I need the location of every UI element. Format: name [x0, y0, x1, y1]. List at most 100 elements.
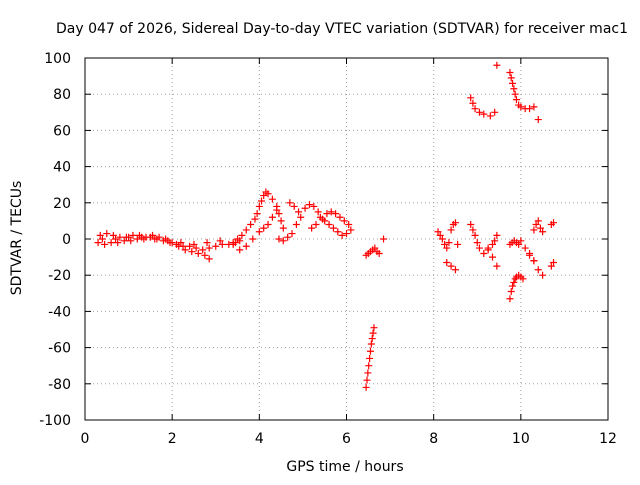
data-point: [290, 202, 298, 210]
y-tick-label: -60: [48, 341, 71, 357]
series-sat-h: [362, 324, 378, 391]
data-point: [327, 208, 335, 216]
y-tick-label: 20: [53, 196, 71, 212]
data-point: [305, 201, 313, 209]
y-tick-label: 100: [44, 51, 71, 67]
data-point: [526, 249, 534, 257]
y-tick-label: 60: [53, 123, 71, 139]
data-point: [334, 228, 342, 236]
y-tick-labels: -100 -80 -60 -40 -20 0 20 40 60 80 100: [39, 51, 71, 429]
data-point: [493, 262, 501, 270]
data-point: [275, 235, 283, 243]
data-point: [512, 96, 520, 104]
data-point: [190, 240, 198, 248]
data-point: [371, 244, 379, 252]
data-point: [506, 295, 514, 303]
data-point: [279, 237, 287, 245]
data-point: [369, 329, 377, 337]
data-point: [467, 94, 475, 102]
series-sat-i: [434, 219, 462, 252]
data-point: [247, 221, 255, 229]
data-point: [534, 116, 542, 124]
data-point: [125, 233, 133, 241]
x-tick-label: 0: [81, 431, 90, 447]
data-point: [295, 208, 303, 216]
data-point: [188, 248, 196, 256]
data-point: [308, 224, 316, 232]
data-point: [507, 74, 515, 82]
data-point: [530, 257, 538, 265]
data-point: [255, 202, 263, 210]
data-point: [338, 231, 346, 239]
data-point: [236, 246, 244, 254]
data-point: [347, 226, 355, 234]
data-point: [201, 251, 209, 259]
data-point: [120, 237, 128, 245]
data-point: [340, 217, 348, 225]
data-point: [515, 240, 523, 248]
data-point: [253, 210, 261, 218]
x-tick-label: 2: [168, 431, 177, 447]
data-point: [380, 235, 388, 243]
data-point: [434, 228, 442, 236]
data-point: [475, 108, 483, 116]
data-point: [366, 347, 374, 355]
data-point: [168, 239, 176, 247]
data-point: [101, 240, 109, 248]
data-point: [98, 235, 106, 243]
data-point: [138, 233, 146, 241]
data-point: [443, 244, 451, 252]
data-point: [447, 226, 455, 234]
data-point: [310, 202, 318, 210]
data-point: [212, 242, 220, 250]
data-point: [216, 237, 224, 245]
series-sat-p: [506, 68, 542, 124]
series-sat-r: [526, 249, 558, 279]
data-point: [510, 278, 518, 286]
y-tick-label: -20: [48, 268, 71, 284]
data-point: [275, 210, 283, 218]
data-point: [109, 231, 117, 239]
data-point: [363, 376, 371, 384]
data-point: [519, 275, 527, 283]
series-sat-b: [96, 230, 213, 263]
data-point: [234, 235, 242, 243]
data-points: [94, 61, 558, 391]
data-point: [451, 219, 459, 227]
series-sat-m: [484, 244, 501, 270]
data-point: [312, 221, 320, 229]
data-point: [181, 246, 189, 254]
x-tick-label: 12: [599, 431, 617, 447]
series-sat-c: [98, 206, 281, 254]
data-point: [550, 219, 558, 227]
data-point: [534, 266, 542, 274]
data-point: [155, 233, 163, 241]
data-point: [539, 228, 547, 236]
data-point: [127, 237, 135, 245]
series-sat-l: [467, 61, 501, 120]
y-tick-label: -40: [48, 304, 71, 320]
data-point: [203, 239, 211, 247]
data-point: [493, 61, 501, 69]
data-point: [480, 249, 488, 257]
data-point: [451, 266, 459, 274]
data-point: [473, 239, 481, 247]
data-point: [273, 202, 281, 210]
y-tick-label: 80: [53, 87, 71, 103]
data-point: [345, 221, 353, 229]
data-point: [469, 99, 477, 107]
data-point: [493, 231, 501, 239]
x-tick-label: 4: [255, 431, 264, 447]
data-point: [536, 224, 544, 232]
data-point: [175, 242, 183, 250]
data-point: [107, 239, 115, 247]
data-point: [547, 262, 555, 270]
data-point: [517, 103, 525, 111]
data-point: [103, 230, 111, 238]
series-sat-j: [443, 259, 459, 274]
data-point: [284, 233, 292, 241]
data-point: [194, 249, 202, 257]
